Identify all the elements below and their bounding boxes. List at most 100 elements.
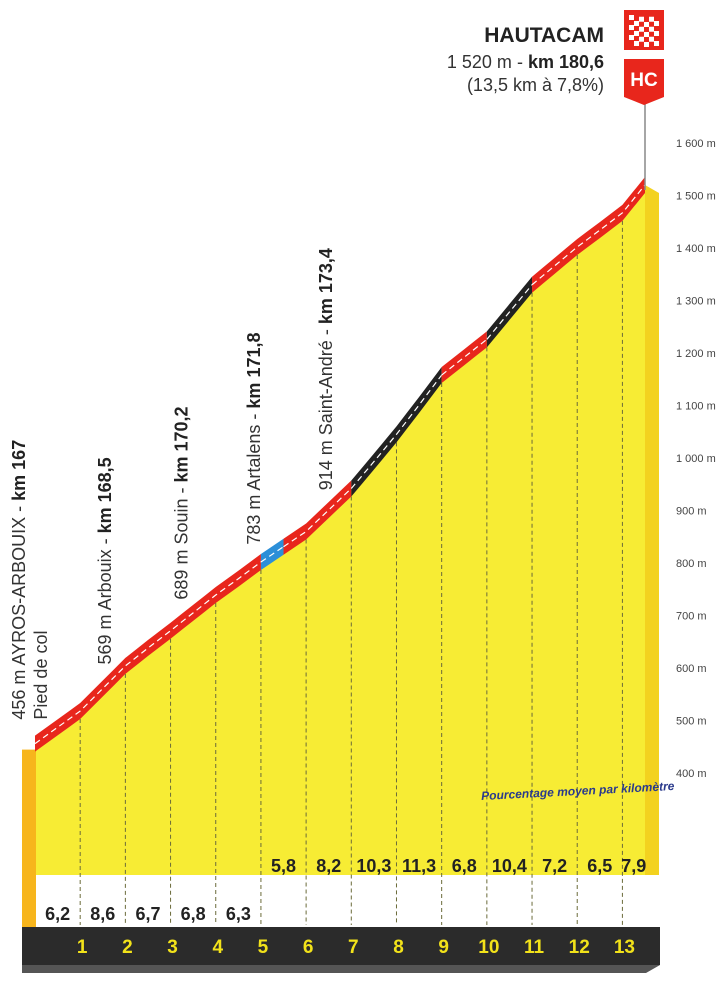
waypoint-label: 689 m Souin - km 170,2 bbox=[172, 406, 192, 599]
road-centerline bbox=[531, 184, 646, 286]
waypoint-note: Pied de col bbox=[31, 631, 51, 720]
km-label: 6 bbox=[303, 937, 314, 958]
percent-label: 8,2 bbox=[316, 856, 341, 876]
summit-block: HC HAUTACAM 1 520 m - km 180,6 (13,5 km … bbox=[447, 10, 664, 190]
waypoint-label: 783 m Artalens - km 171,8 bbox=[244, 333, 264, 545]
percent-labels: 6,2 8,6 6,7 6,8 6,3 5,8 8,2 10,3 11,3 6,8 10,4 7,2 6… bbox=[45, 856, 646, 924]
profile-side bbox=[645, 185, 659, 875]
road-centerline bbox=[486, 284, 533, 340]
start-block bbox=[22, 749, 36, 933]
km-label: 13 bbox=[614, 937, 635, 958]
altitude-tick-label: 800 m bbox=[676, 558, 707, 570]
altitude-tick-label: 1 100 m bbox=[676, 401, 716, 413]
km-label: 5 bbox=[258, 937, 269, 958]
percent-label: 6,7 bbox=[135, 904, 160, 924]
road-centerline bbox=[34, 561, 262, 745]
waypoint: 914 m Saint-André - km 173,4 bbox=[316, 248, 336, 490]
waypoint-label: 456 m AYROS-ARBOUIX - km 167 bbox=[9, 440, 29, 720]
percent-label: 6,3 bbox=[226, 904, 251, 924]
km-labels: 1 2 3 4 5 6 7 8 9 10 11 12 13 bbox=[77, 937, 635, 958]
waypoint-km: km 168,5 bbox=[95, 457, 115, 533]
altitude-tick-label: 500 m bbox=[676, 716, 707, 728]
waypoint-altitude: 689 m bbox=[172, 545, 192, 600]
percent-label: 10,4 bbox=[492, 856, 527, 876]
waypoint-label: 569 m Arbouix - km 168,5 bbox=[95, 457, 115, 664]
altitude-tick-label: 1 300 m bbox=[676, 296, 716, 308]
km-label: 4 bbox=[212, 937, 223, 958]
altitude-tick-label: 1 200 m bbox=[676, 348, 716, 360]
altitude-tick-label: 1 500 m bbox=[676, 191, 716, 203]
waypoint-name: AYROS-ARBOUIX bbox=[9, 517, 29, 666]
percent-label: 6,5 bbox=[587, 856, 612, 876]
km-label: 1 bbox=[77, 937, 88, 958]
waypoint-altitude: 783 m bbox=[244, 491, 264, 545]
waypoint: 689 m Souin - km 170,2 bbox=[172, 406, 192, 599]
waypoint: 783 m Artalens - km 171,8 bbox=[244, 333, 264, 545]
waypoint: 569 m Arbouix - km 168,5 bbox=[95, 457, 115, 664]
road-segment bbox=[532, 177, 645, 293]
altitude-tick-label: 400 m bbox=[676, 768, 707, 780]
waypoint-km: km 170,2 bbox=[172, 406, 192, 482]
percent-label: 7,9 bbox=[621, 856, 646, 876]
km-label: 3 bbox=[167, 937, 178, 958]
road-centerline bbox=[350, 374, 443, 489]
percent-label: 6,2 bbox=[45, 904, 70, 924]
summit-name: HAUTACAM bbox=[484, 24, 604, 47]
waypoint-name: Saint-André bbox=[316, 340, 336, 435]
road-segment bbox=[351, 367, 442, 497]
waypoint-name: Souin bbox=[172, 499, 192, 545]
profile-fill bbox=[35, 185, 645, 875]
km-label: 7 bbox=[348, 937, 359, 958]
waypoint-sep: - bbox=[9, 501, 29, 517]
altitude-tick-label: 1 600 m bbox=[676, 138, 716, 150]
waypoint-altitude: 569 m bbox=[95, 610, 115, 664]
km-label: 2 bbox=[122, 937, 133, 958]
waypoint-altitude: 914 m bbox=[316, 435, 336, 490]
percent-label: 7,2 bbox=[542, 856, 567, 876]
km-label: 10 bbox=[478, 937, 499, 958]
km-label: 11 bbox=[524, 937, 545, 958]
percent-label: 11,3 bbox=[402, 856, 436, 876]
km-label: 9 bbox=[438, 937, 449, 958]
km-label: 8 bbox=[393, 937, 404, 958]
waypoint-altitude: 456 m bbox=[9, 666, 29, 720]
waypoint-km: km 173,4 bbox=[316, 248, 336, 324]
altitude-tick-label: 700 m bbox=[676, 611, 707, 623]
km-base-strip bbox=[22, 927, 660, 973]
km-strip-edge bbox=[22, 965, 660, 973]
hc-category-label: HC bbox=[630, 70, 658, 91]
waypoint-sep: - bbox=[172, 483, 192, 499]
waypoint-km: km 167 bbox=[9, 440, 29, 501]
percent-label: 5,8 bbox=[271, 856, 296, 876]
altitude-tick-label: 900 m bbox=[676, 506, 707, 518]
waypoint-km: km 171,8 bbox=[244, 333, 264, 409]
percent-label: 8,6 bbox=[90, 904, 115, 924]
hc-badge: HC bbox=[624, 59, 664, 105]
road-segment bbox=[441, 331, 487, 384]
km-gridlines bbox=[79, 220, 623, 925]
summit-stats: (13,5 km à 7,8%) bbox=[467, 75, 604, 95]
altitude-tick-label: 1 400 m bbox=[676, 243, 716, 255]
road-centerline bbox=[260, 546, 284, 563]
road-segments bbox=[34, 177, 646, 752]
summit-altitude: 1 520 m bbox=[447, 52, 512, 72]
waypoint-name: Artalens bbox=[244, 425, 264, 491]
waypoint-sep: - bbox=[95, 533, 115, 549]
profile-area bbox=[22, 185, 659, 933]
percent-label: 6,8 bbox=[181, 904, 206, 924]
percent-label: 10,3 bbox=[356, 856, 391, 876]
road-centerline bbox=[283, 488, 352, 548]
summit-separator: - bbox=[512, 52, 528, 72]
summit-altitude-km: 1 520 m - km 180,6 bbox=[447, 52, 604, 72]
waypoint-sep: - bbox=[244, 409, 264, 425]
finish-flag-icon bbox=[624, 10, 664, 50]
altitude-tick-label: 600 m bbox=[676, 663, 707, 675]
waypoint-sep: - bbox=[316, 324, 336, 340]
waypoint-name: Arbouix bbox=[95, 549, 115, 610]
altitude-tick-label: 1 000 m bbox=[676, 453, 716, 465]
km-strip bbox=[22, 927, 660, 965]
km-label: 12 bbox=[569, 937, 590, 958]
